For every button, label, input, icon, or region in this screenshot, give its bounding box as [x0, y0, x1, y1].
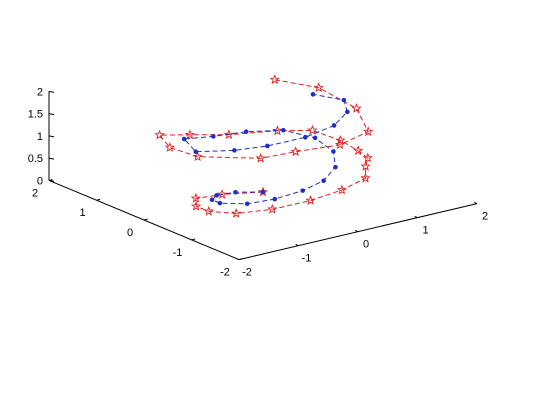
y-tick-mark: [238, 258, 243, 261]
data-point: [333, 164, 338, 170]
data-point: [345, 109, 350, 115]
data-point: [321, 178, 326, 184]
z-tick-mark: [48, 179, 55, 182]
y-tick-label: 2: [32, 187, 38, 199]
data-point: [300, 188, 305, 193]
z-tick-label: 1.5: [28, 109, 43, 121]
data-point: [223, 129, 235, 140]
x-tick-label: 1: [422, 225, 428, 237]
data-point: [217, 200, 223, 206]
z-tick-label: 0: [37, 175, 43, 187]
z-tick-mark: [48, 113, 55, 116]
z-tick-label: 1: [37, 131, 43, 143]
x-tick-mark: [473, 201, 478, 205]
data-point: [313, 82, 324, 93]
data-point: [334, 139, 346, 150]
data-point: [363, 126, 374, 137]
data-point: [181, 136, 187, 142]
y-tick-mark: [143, 218, 148, 221]
data-point: [290, 146, 301, 157]
data-point: [351, 102, 362, 113]
data-point: [216, 189, 228, 199]
data-point: [192, 151, 203, 162]
data-point: [154, 129, 165, 140]
data-point: [331, 149, 336, 154]
z-tick-mark: [48, 135, 55, 138]
data-point: [305, 195, 316, 205]
x-tick-label: 2: [482, 211, 488, 223]
x-tick-label: -2: [242, 267, 252, 279]
data-point: [269, 74, 280, 85]
x-tick-mark: [354, 229, 359, 233]
data-point: [267, 203, 278, 214]
data-point: [331, 123, 337, 128]
series-line: [183, 93, 348, 205]
series-1: [154, 74, 374, 218]
x-tick-mark: [295, 243, 299, 247]
data-point: [336, 184, 348, 195]
y-tick-mark: [96, 198, 101, 201]
z-tick-mark: [48, 90, 55, 93]
data-point: [360, 172, 371, 183]
data-point: [281, 127, 286, 133]
y-tick-mark: [191, 238, 196, 241]
y-tick-label: -1: [173, 247, 183, 259]
data-point: [232, 148, 237, 153]
z-tick-label: 2: [37, 86, 43, 98]
data-point: [190, 192, 202, 203]
data-point: [230, 208, 242, 218]
data-point: [302, 135, 308, 140]
y-tick-label: 1: [79, 207, 85, 219]
data-point: [190, 200, 202, 211]
data-point: [360, 160, 371, 171]
data-point: [265, 143, 270, 149]
data-point: [272, 196, 278, 202]
data-point: [341, 97, 347, 103]
z-tick-mark: [48, 157, 55, 160]
data-point: [307, 124, 318, 135]
data-point: [193, 149, 199, 155]
data-point: [243, 129, 249, 134]
x-tick-mark: [235, 257, 240, 261]
data-point: [362, 152, 373, 163]
series-layer: [154, 74, 374, 218]
data-point: [184, 129, 196, 140]
data-point: [310, 92, 316, 97]
data-point: [214, 193, 219, 198]
data-point: [255, 152, 266, 163]
data-point: [260, 189, 266, 195]
data-point: [209, 197, 215, 203]
data-point: [203, 205, 214, 216]
data-point: [312, 135, 318, 141]
series-2: [181, 92, 350, 207]
data-point: [272, 125, 283, 136]
data-point: [244, 201, 250, 207]
x-tick-label: 0: [363, 239, 369, 251]
data-point: [211, 134, 216, 139]
y-tick-label: 0: [127, 227, 133, 239]
data-point: [164, 142, 176, 152]
data-point: [233, 189, 238, 195]
x-tick-label: -1: [302, 253, 312, 265]
data-point: [352, 145, 364, 156]
y-tick-label: -2: [220, 267, 230, 279]
z-tick-label: 0.5: [28, 153, 43, 165]
x-tick-mark: [414, 215, 418, 219]
